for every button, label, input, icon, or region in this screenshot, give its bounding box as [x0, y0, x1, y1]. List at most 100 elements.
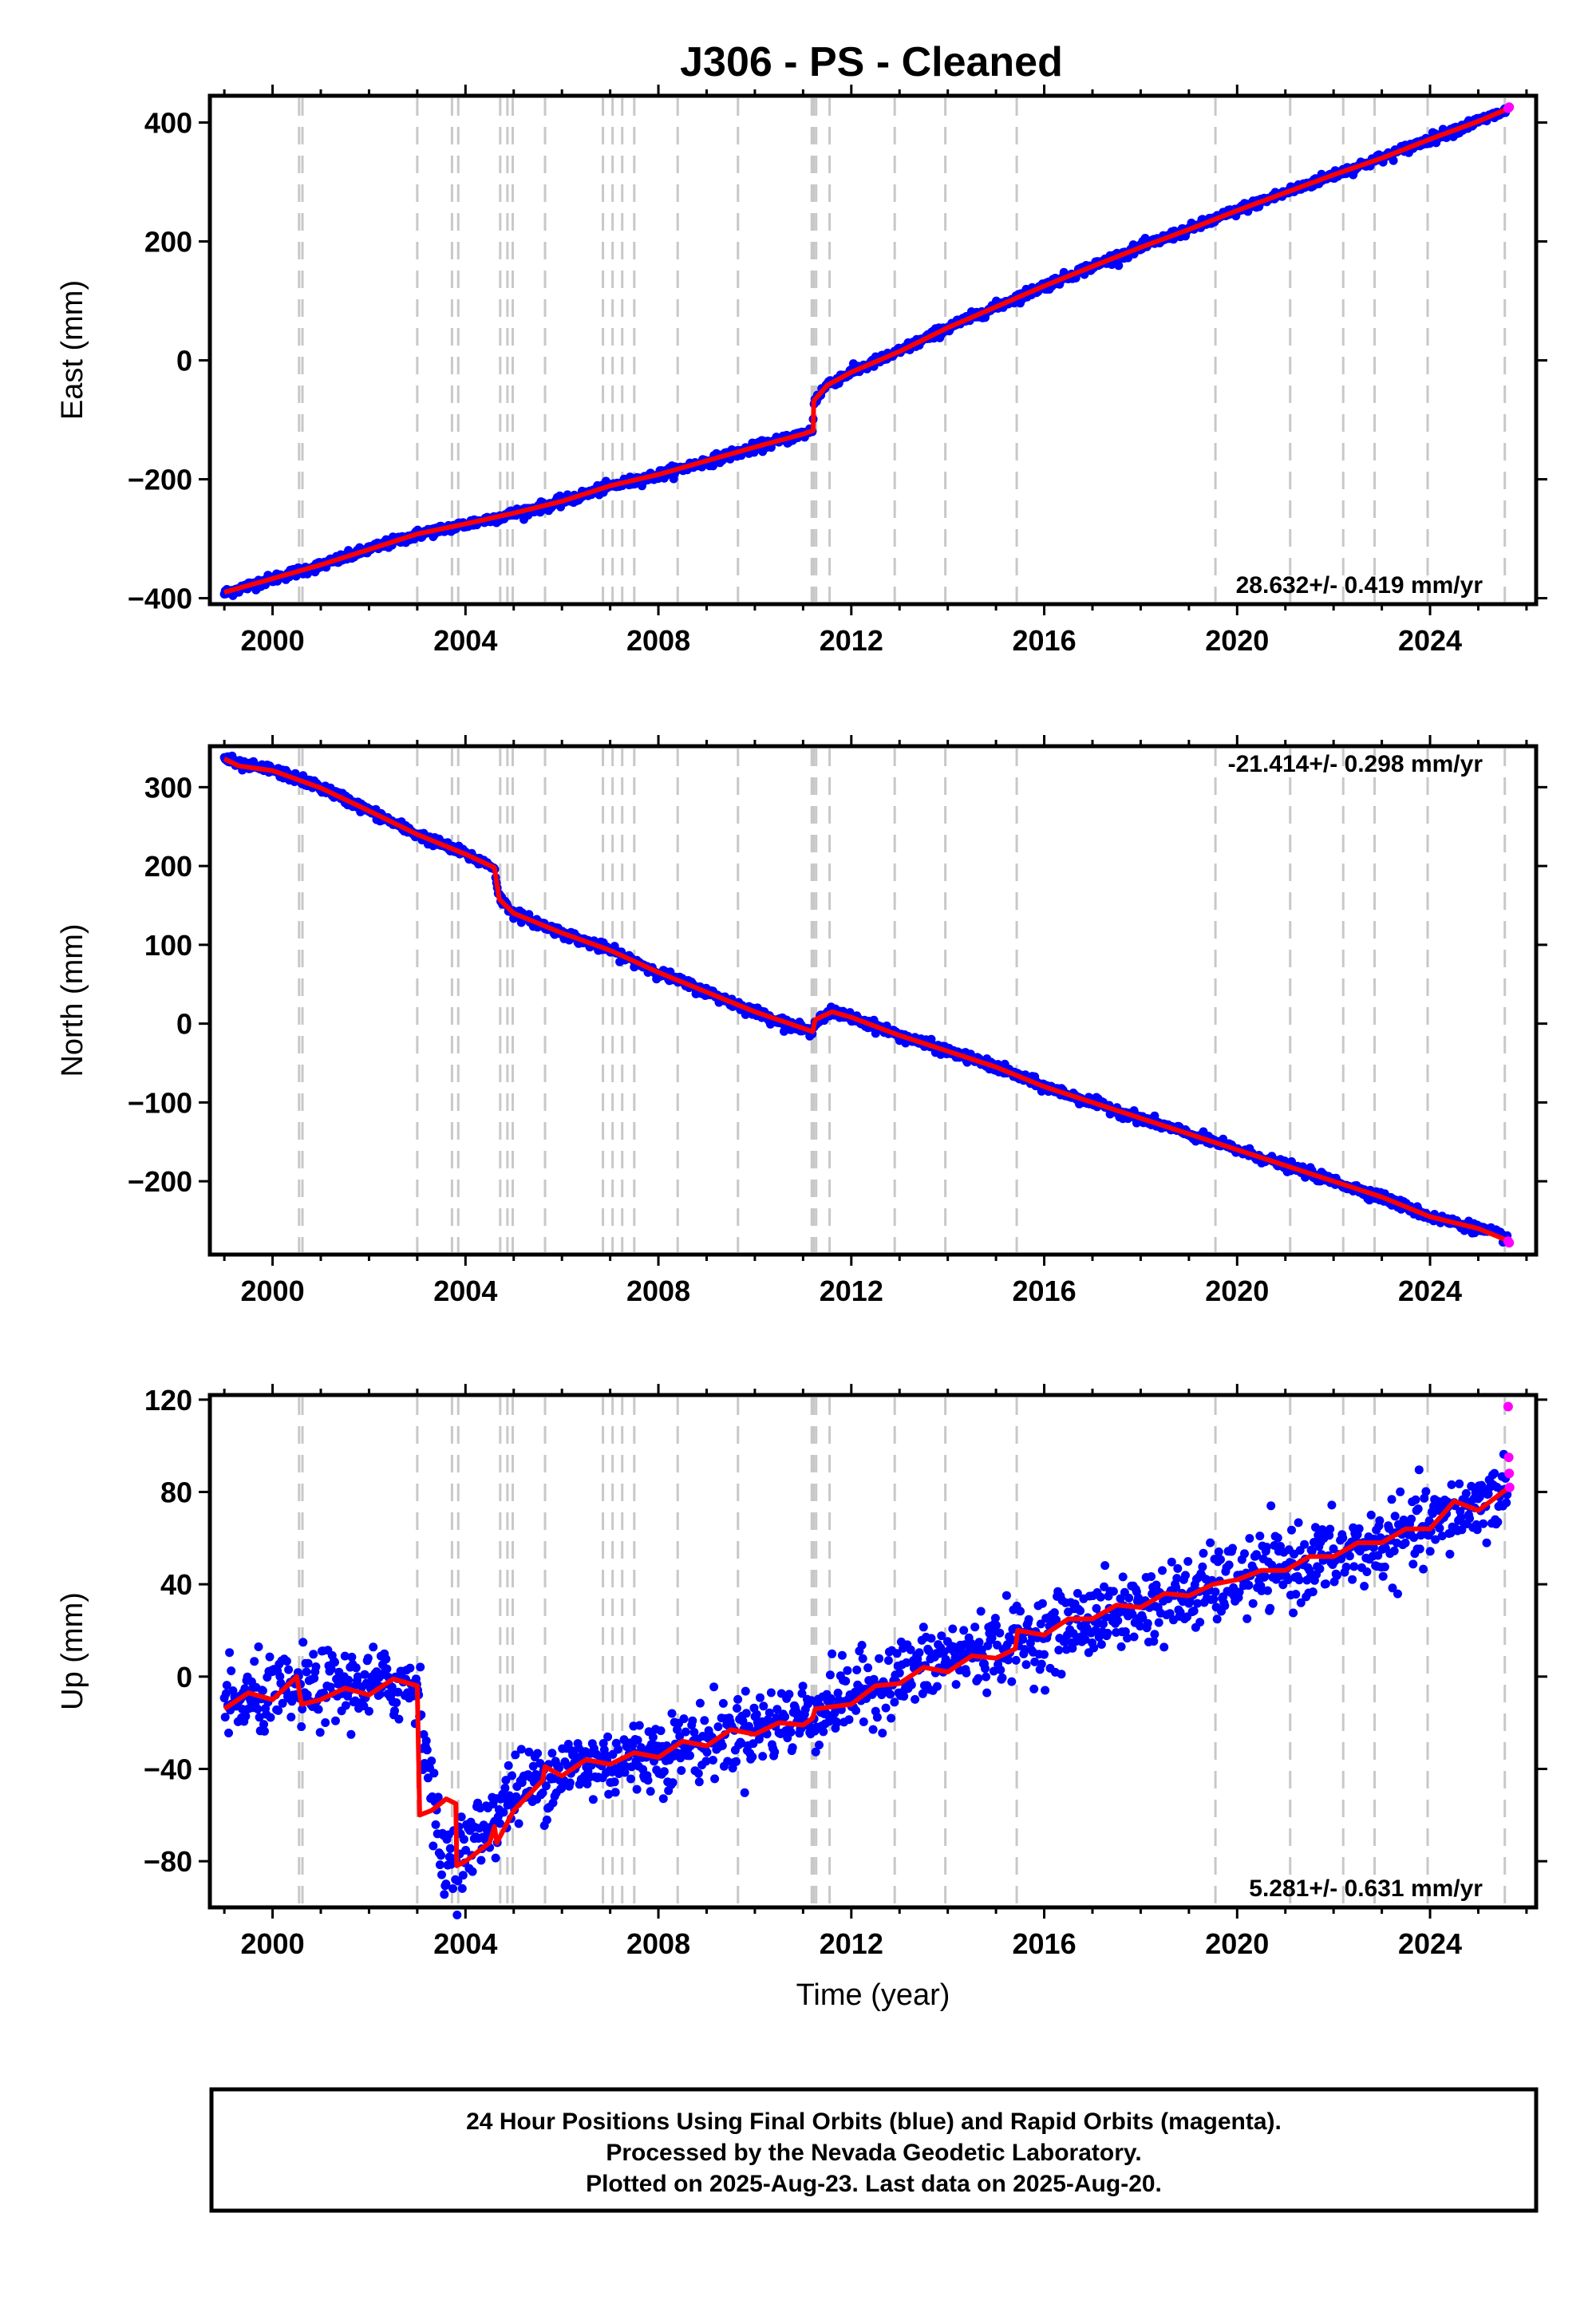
final-orbit-point: [1393, 1589, 1402, 1599]
final-orbit-point: [1321, 1579, 1330, 1589]
final-orbit-point: [303, 1658, 313, 1668]
final-orbit-point: [441, 1879, 451, 1889]
final-orbit-point: [221, 1689, 231, 1698]
final-orbit-point: [241, 1712, 251, 1721]
y-tick-label: 300: [144, 771, 192, 804]
final-orbit-point: [933, 1682, 942, 1691]
final-orbit-point: [1262, 1543, 1271, 1552]
final-orbit-point: [1080, 1634, 1090, 1644]
final-orbit-point: [1311, 1523, 1320, 1532]
final-orbit-point: [392, 1698, 401, 1707]
final-orbit-point: [604, 1789, 614, 1799]
final-orbit-point: [1036, 1619, 1045, 1629]
final-orbit-point: [1380, 1562, 1389, 1571]
final-orbit-point: [1387, 1495, 1396, 1504]
final-orbit-point: [1228, 1543, 1237, 1553]
final-orbit-point: [634, 1721, 644, 1730]
x-tick-label: 2004: [433, 624, 497, 657]
final-orbit-point: [524, 1747, 534, 1757]
final-orbit-point: [688, 1716, 697, 1725]
final-orbit-point: [1073, 1589, 1082, 1598]
final-orbit-point: [1349, 1562, 1359, 1571]
rate-label: 28.632+/- 0.419 mm/yr: [1236, 572, 1483, 599]
final-orbit-point: [427, 1757, 437, 1765]
final-orbit-point: [1348, 1575, 1357, 1584]
footer-frame: [209, 2087, 1539, 2213]
final-orbit-point: [429, 1769, 439, 1778]
final-orbit-point: [1092, 1603, 1101, 1613]
final-orbit-point: [1472, 1525, 1482, 1535]
final-orbit-point: [340, 1651, 350, 1661]
final-orbit-point: [588, 1795, 598, 1804]
final-orbit-point: [1327, 1500, 1337, 1510]
final-orbit-point: [766, 1688, 776, 1697]
final-orbit-point: [1483, 1489, 1493, 1499]
final-orbit-point: [788, 1743, 797, 1753]
final-orbit-point: [733, 1694, 743, 1704]
y-tick-label: 100: [144, 929, 192, 962]
final-orbit-point: [1049, 1608, 1059, 1618]
final-orbit-point: [1057, 1670, 1066, 1679]
final-orbit-point: [883, 1656, 893, 1666]
final-orbit-point: [331, 1716, 340, 1725]
final-orbit-point: [1493, 1517, 1503, 1527]
final-orbit-point: [456, 1812, 466, 1822]
final-orbit-point: [844, 1715, 854, 1725]
final-orbit-point: [709, 1756, 717, 1765]
x-tick-label: 2016: [1013, 624, 1077, 657]
y-tick-label: 40: [160, 1568, 192, 1601]
final-orbit-point: [907, 1680, 916, 1690]
final-orbit-point: [457, 1883, 467, 1893]
final-orbit-point: [872, 1713, 882, 1722]
y-tick-label: −200: [128, 1165, 192, 1198]
final-orbit-point: [1114, 261, 1124, 271]
final-orbit-point: [685, 1751, 694, 1761]
x-tick-label: 2016: [1013, 1275, 1077, 1307]
x-tick-label: 2000: [241, 1275, 305, 1307]
final-orbit-point: [1136, 1622, 1145, 1631]
x-tick-label: 2020: [1205, 1275, 1269, 1307]
final-orbit-point: [937, 1631, 946, 1641]
final-orbit-point: [405, 1663, 415, 1673]
final-orbit-point: [974, 1674, 983, 1683]
final-orbit-point: [974, 1638, 984, 1647]
final-orbit-point: [429, 1841, 438, 1851]
final-orbit-point: [1266, 1501, 1276, 1511]
final-orbit-point: [1502, 1498, 1511, 1508]
final-orbit-point: [468, 1867, 477, 1876]
final-orbit-point: [314, 1705, 323, 1714]
final-orbit-point: [668, 1778, 678, 1788]
final-orbit-point: [786, 1727, 796, 1737]
x-tick-label: 2008: [626, 1927, 690, 1960]
final-orbit-point: [667, 1709, 677, 1718]
final-orbit-point: [266, 1713, 275, 1722]
x-tick-label: 2008: [626, 624, 690, 657]
final-orbit-point: [381, 1654, 391, 1664]
final-orbit-point: [981, 1664, 990, 1674]
final-orbit-point: [681, 1727, 690, 1737]
final-orbit-point: [1294, 1518, 1303, 1528]
y-axis-label: East (mm): [56, 280, 89, 420]
final-orbit-point: [951, 1680, 961, 1690]
final-orbit-point: [1041, 1686, 1050, 1695]
final-orbit-point: [1414, 1465, 1424, 1475]
final-orbit-point: [1113, 1616, 1123, 1626]
y-tick-label: 0: [176, 1661, 192, 1694]
final-orbit-point: [1447, 1480, 1456, 1489]
final-orbit-point: [899, 1692, 909, 1701]
final-orbit-point: [1490, 1468, 1499, 1478]
final-orbit-point: [748, 1752, 757, 1761]
y-tick-label: −100: [128, 1086, 192, 1119]
final-orbit-point: [1329, 1544, 1338, 1554]
final-orbit-point: [989, 1666, 998, 1676]
final-orbit-point: [1409, 1533, 1419, 1543]
final-orbit-point: [694, 1777, 704, 1787]
final-orbit-point: [1128, 1610, 1137, 1619]
final-orbit-point: [811, 1747, 820, 1757]
final-orbit-point: [253, 1705, 263, 1713]
final-orbit-point: [452, 1911, 462, 1919]
y-tick-label: −80: [144, 1845, 192, 1878]
final-orbit-point: [1388, 1583, 1397, 1593]
final-orbit-point: [1224, 1560, 1234, 1570]
